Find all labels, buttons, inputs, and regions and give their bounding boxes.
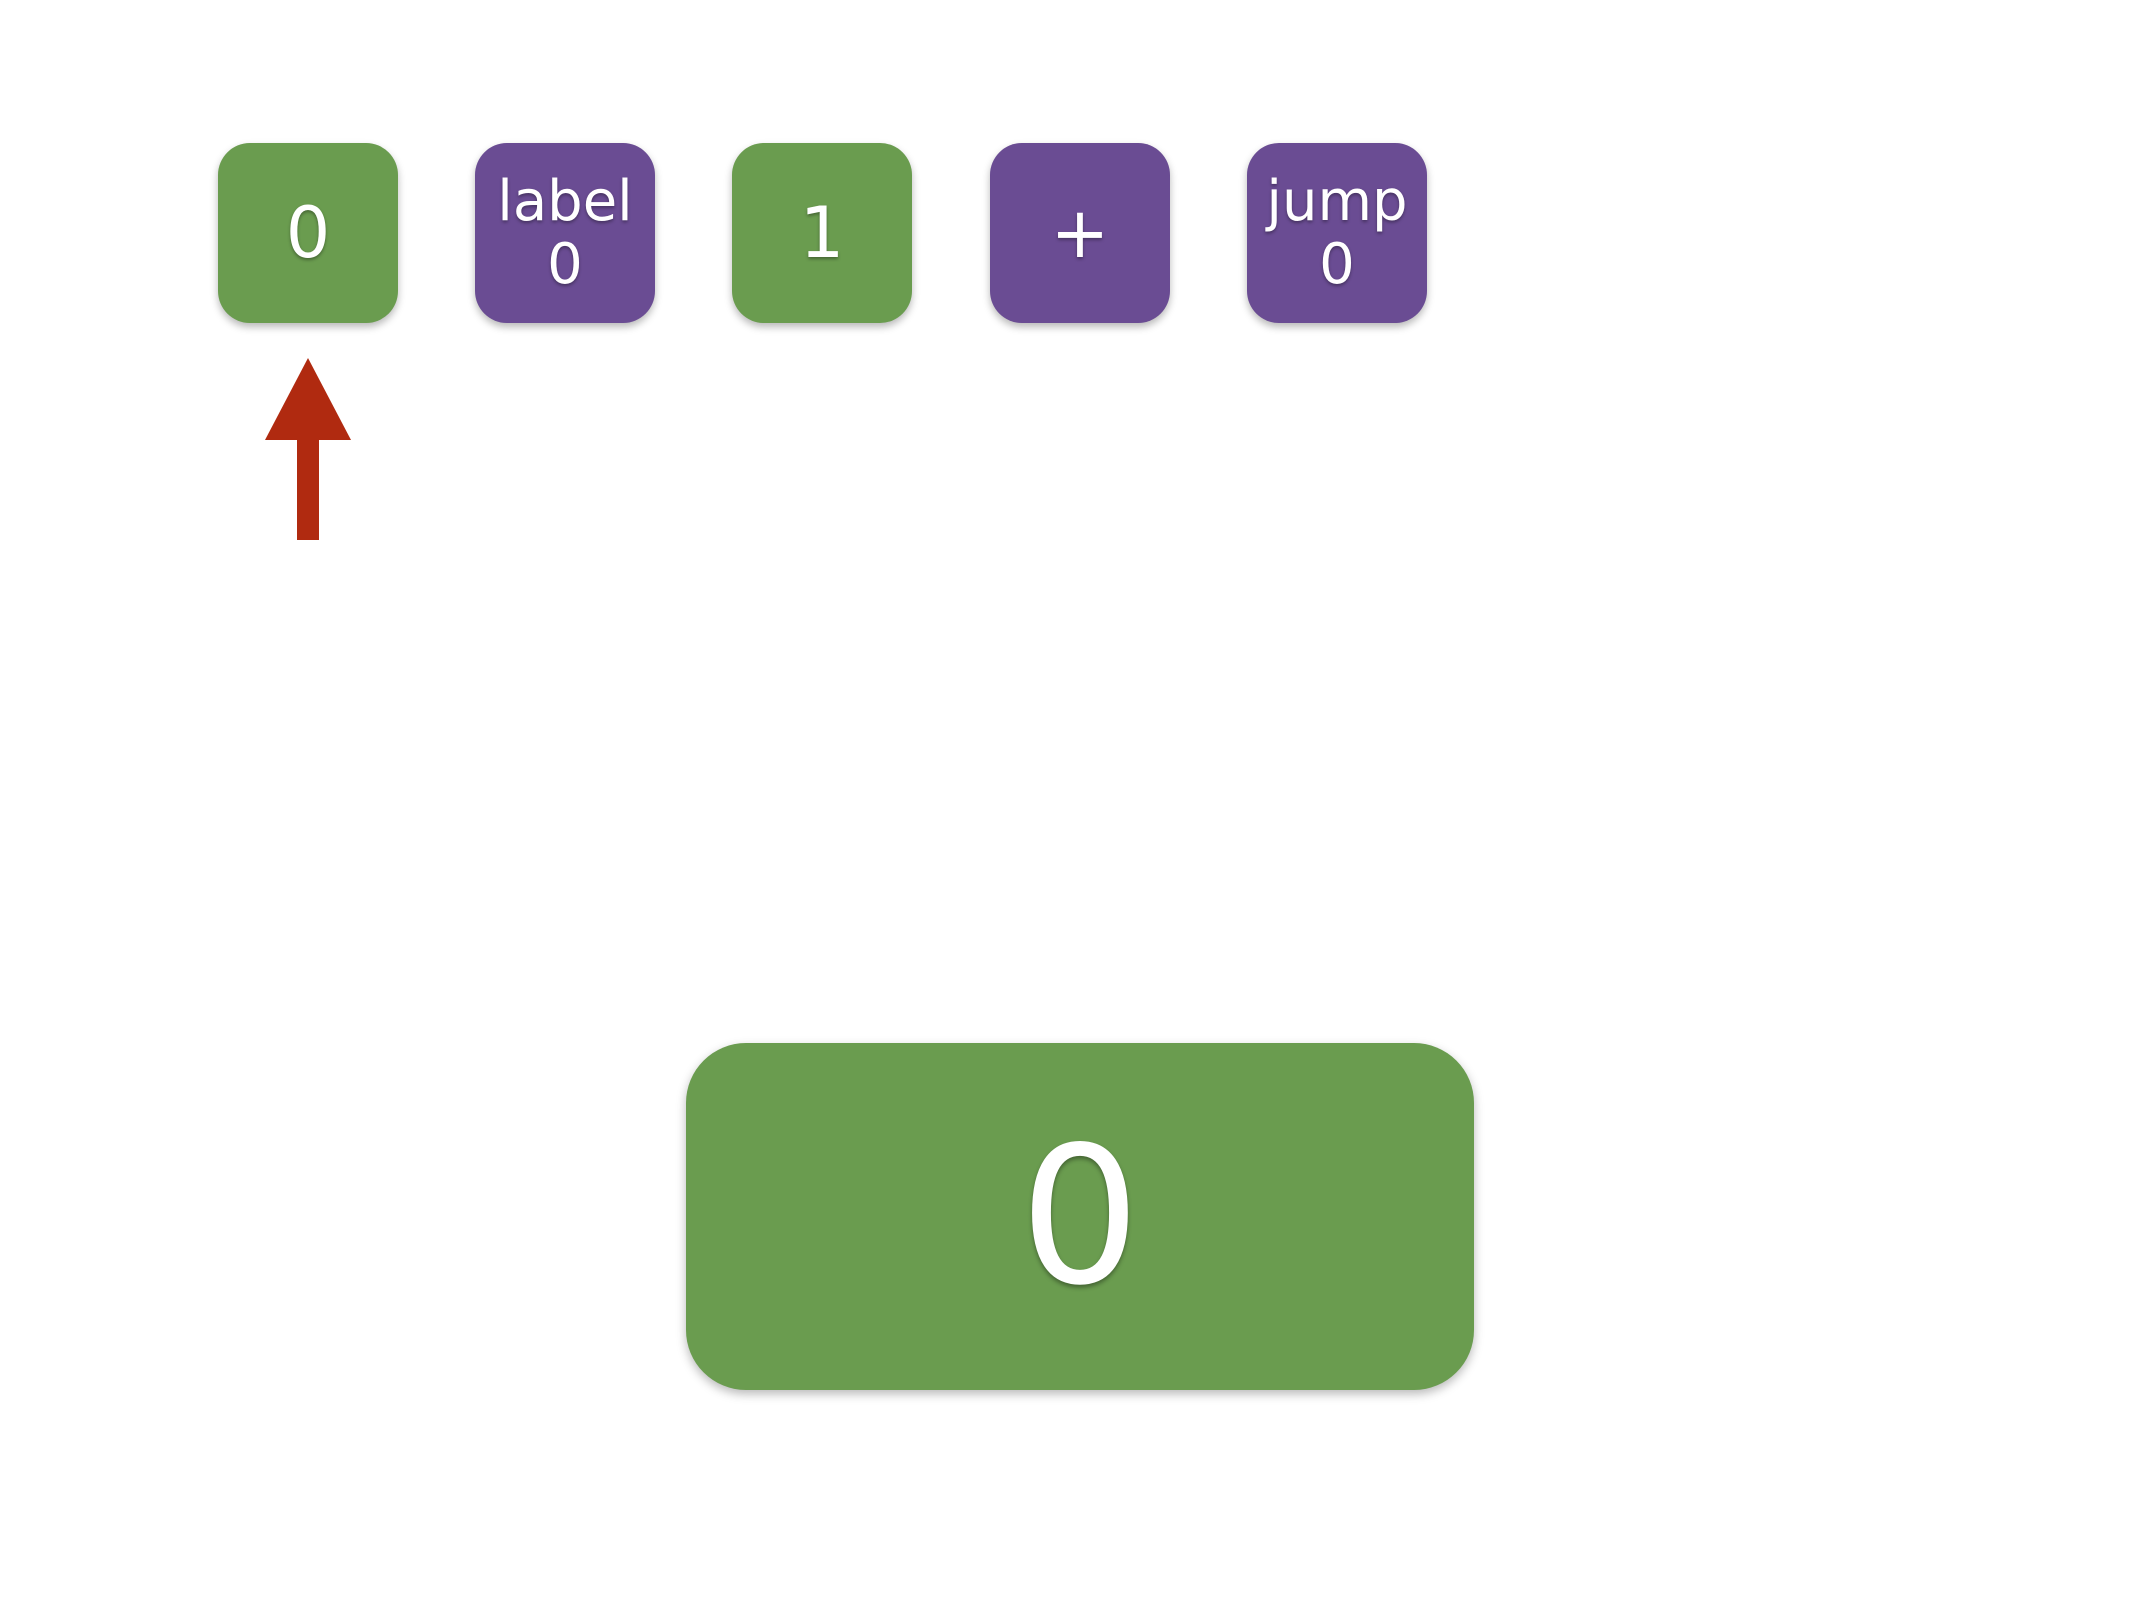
up-arrow-icon [265,358,351,540]
program-tile-value-0: 0 [218,143,398,323]
program-tile-jump: jump 0 [1247,143,1427,323]
program-tile-plus: + [990,143,1170,323]
program-tile-value-1: 1 [732,143,912,323]
tile-text-arg: 0 [547,232,583,297]
arrow-shaft [297,438,319,540]
arrow-head [265,358,351,440]
stack-value: 0 [1019,1105,1141,1327]
tile-text-op: jump [1266,168,1408,234]
tile-text: 1 [799,192,845,274]
tile-text: + [1050,192,1110,274]
tile-text: 0 [285,192,331,274]
program-tile-label: label 0 [475,143,655,323]
stack-value-box: 0 [686,1043,1474,1390]
tile-text-arg: 0 [1319,232,1355,297]
tile-text-op: label [497,168,633,234]
